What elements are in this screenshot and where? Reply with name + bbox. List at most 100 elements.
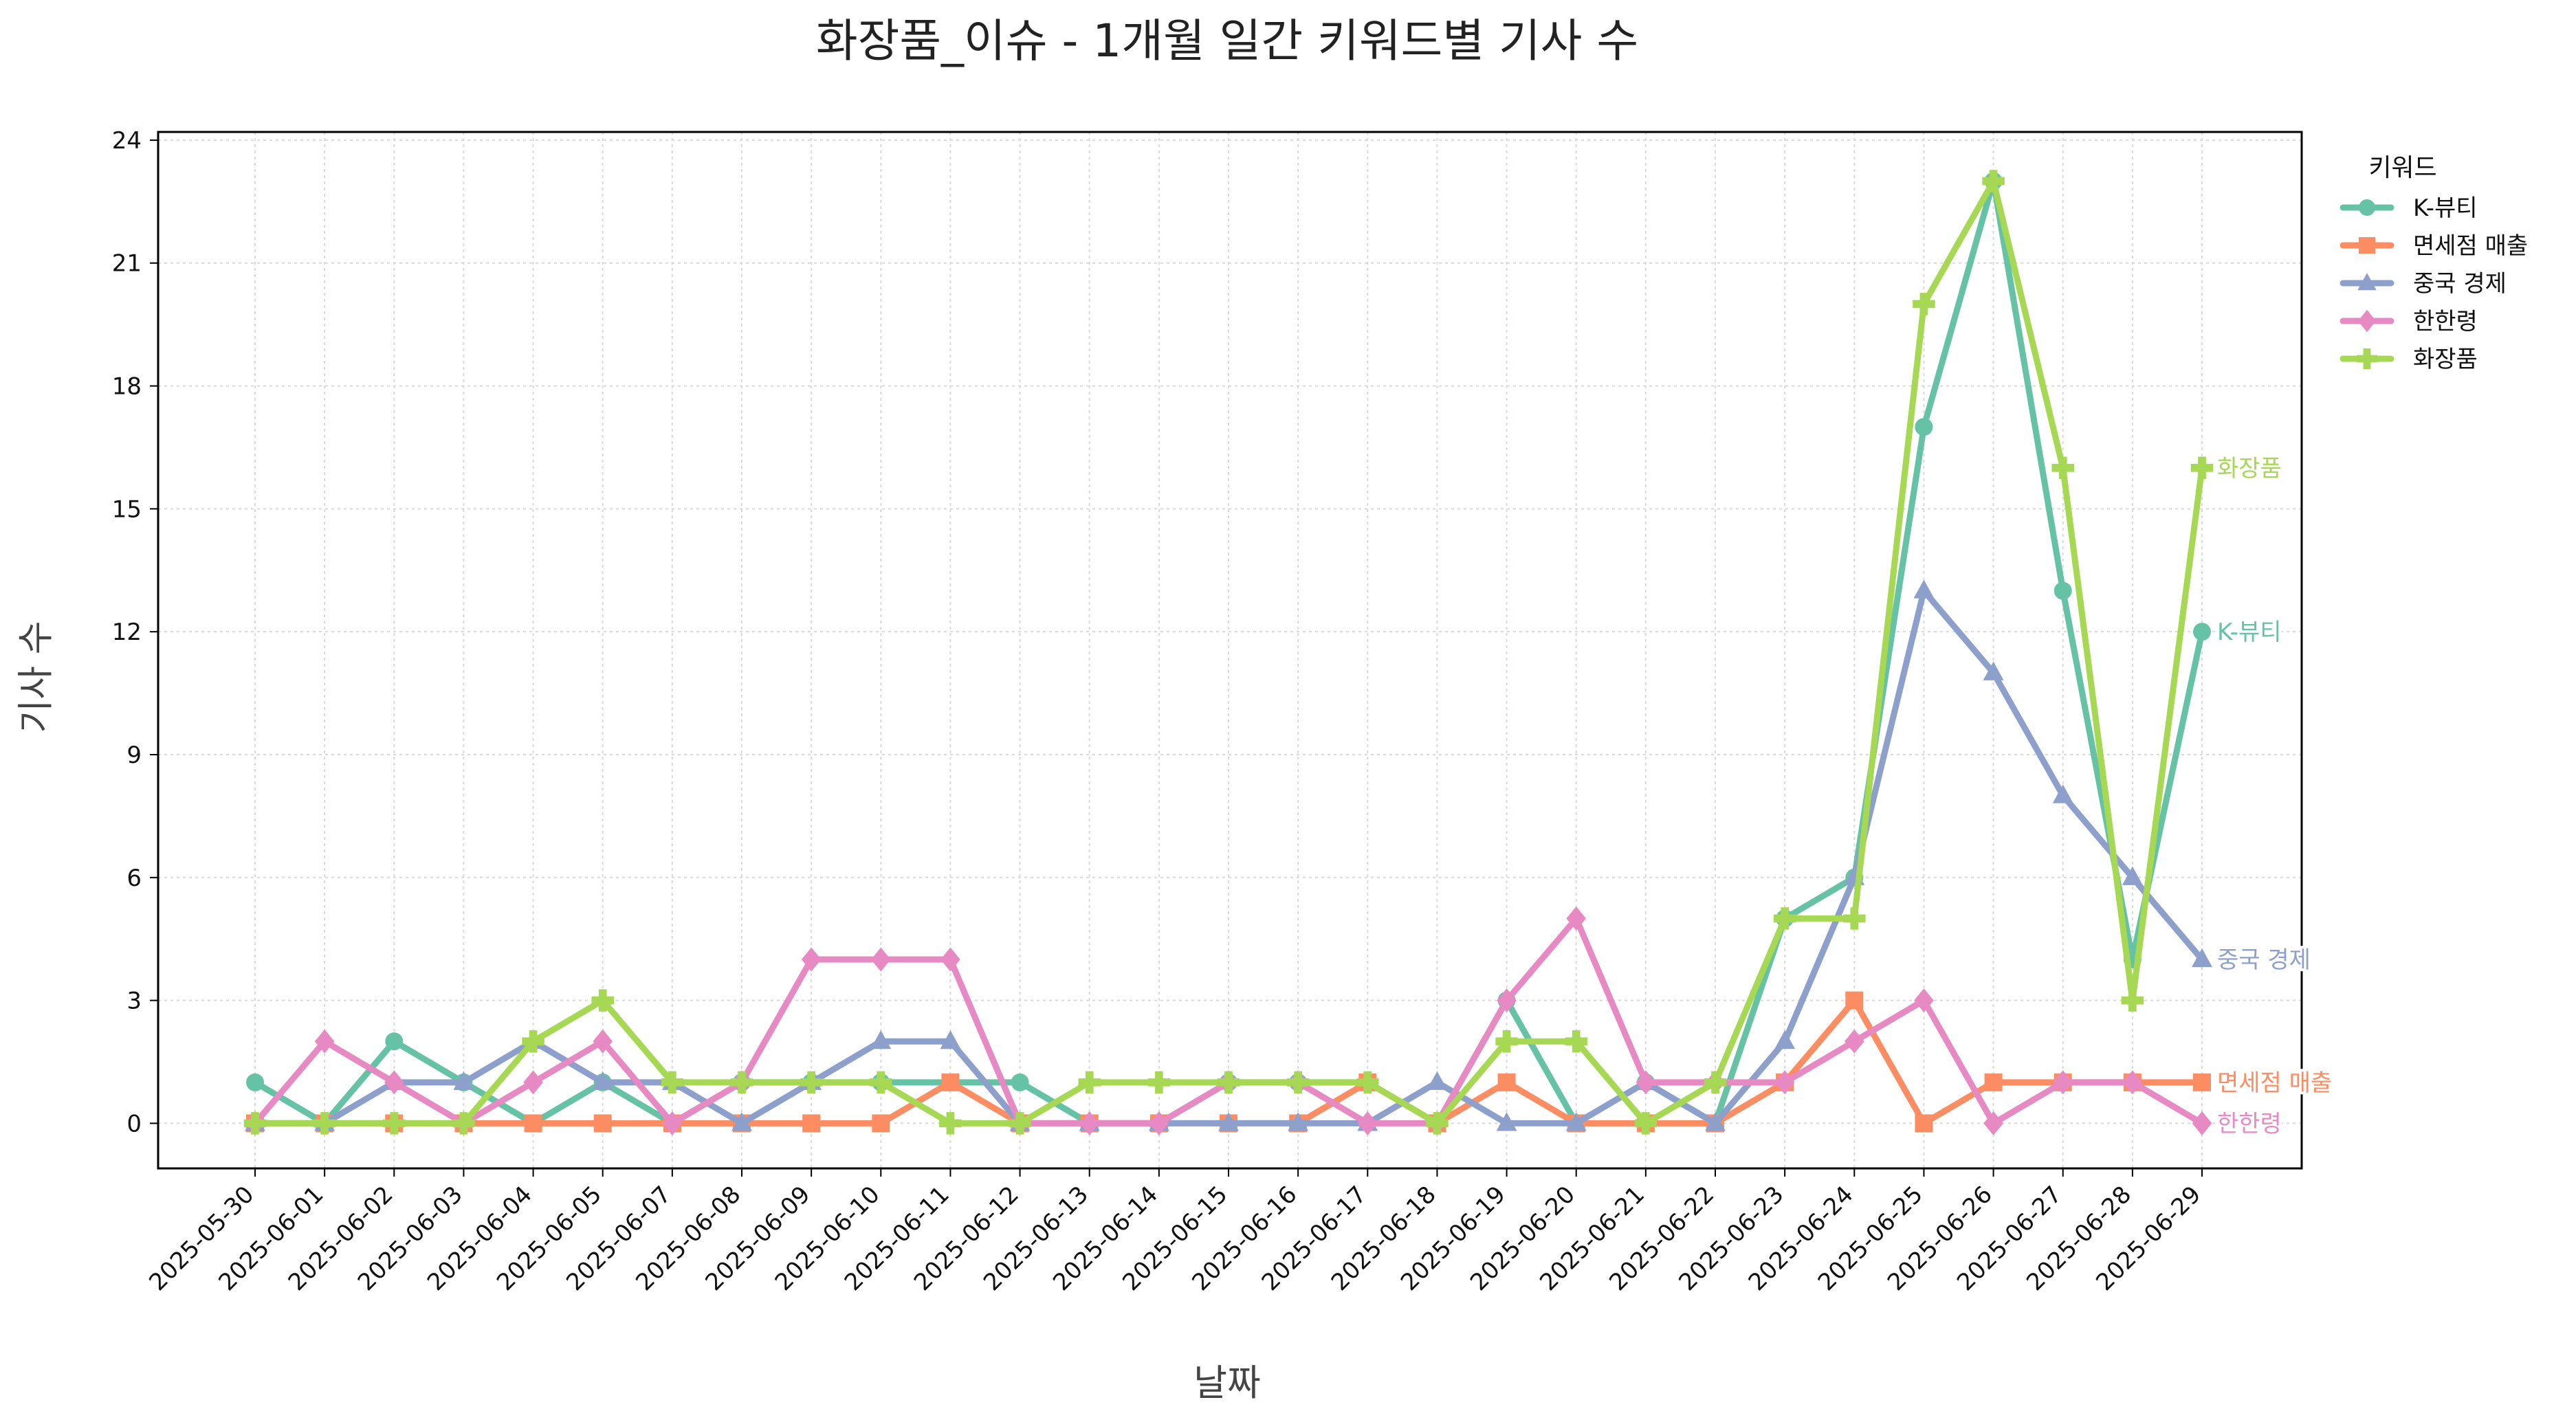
data-point — [523, 1070, 543, 1095]
legend-label: 면세점 매출 — [2413, 232, 2528, 260]
y-tick-label: 3 — [126, 988, 142, 1015]
data-point — [2051, 456, 2074, 480]
legend-item: 화장품 — [2340, 346, 2478, 373]
data-point — [593, 1114, 612, 1133]
data-point — [2121, 989, 2144, 1012]
data-point — [1497, 988, 1517, 1013]
data-point — [524, 1114, 542, 1133]
legend-item: K-뷰티 — [2340, 195, 2478, 222]
data-point — [1773, 907, 1796, 930]
legend-label: 화장품 — [2413, 346, 2478, 373]
data-point — [802, 1114, 821, 1133]
y-tick-label: 0 — [126, 1110, 142, 1137]
data-point — [1009, 1112, 1031, 1135]
data-point — [1915, 1114, 1933, 1133]
series-layer — [243, 170, 2214, 1135]
data-point — [1843, 907, 1866, 930]
data-point — [592, 1071, 613, 1090]
data-point — [731, 1112, 752, 1131]
data-point — [2052, 784, 2073, 803]
data-point — [1079, 1111, 1100, 1135]
data-point — [1288, 1112, 1309, 1131]
data-point — [1982, 170, 2005, 192]
data-point — [1565, 1112, 1587, 1131]
y-tick-label: 9 — [126, 742, 142, 769]
y-tick-label: 18 — [112, 373, 142, 401]
data-point — [246, 1073, 264, 1091]
data-point — [2193, 1073, 2211, 1091]
data-point — [2357, 273, 2377, 291]
data-point — [2359, 237, 2375, 254]
data-point — [870, 1071, 892, 1094]
series-화장품 — [243, 170, 2214, 1135]
data-point — [1844, 1029, 1864, 1054]
data-point — [1078, 1071, 1101, 1094]
y-tick-label: 24 — [112, 127, 142, 155]
data-point — [593, 1029, 613, 1054]
data-point — [2053, 1070, 2073, 1095]
data-point — [1217, 1071, 1240, 1094]
y-tick-label: 15 — [112, 496, 142, 523]
data-point — [452, 1112, 475, 1135]
data-point — [1774, 1030, 1796, 1049]
data-point — [801, 947, 822, 972]
data-point — [522, 1030, 544, 1053]
data-point — [2122, 866, 2143, 885]
data-point — [1913, 579, 1935, 599]
data-point — [1011, 1073, 1029, 1091]
data-point — [2190, 456, 2214, 480]
data-point — [2357, 309, 2377, 333]
data-point — [1636, 1070, 1656, 1095]
legend-label: K-뷰티 — [2413, 195, 2478, 222]
legend-label: 한한령 — [2413, 308, 2478, 335]
y-tick-label: 12 — [112, 619, 142, 646]
data-point — [1565, 1030, 1587, 1053]
data-point — [1913, 293, 1935, 315]
data-point — [1983, 1111, 2003, 1135]
legend-item: 한한령 — [2340, 308, 2478, 335]
data-point — [1704, 1071, 1727, 1094]
data-point — [453, 1071, 474, 1090]
end-label: 중국 경제 — [2217, 946, 2311, 974]
data-point — [870, 1030, 892, 1049]
data-point — [872, 1114, 890, 1133]
data-point — [1634, 1112, 1658, 1135]
y-tick-label: 21 — [112, 250, 142, 278]
data-point — [2192, 948, 2212, 968]
data-point — [661, 1071, 684, 1094]
data-point — [800, 1071, 823, 1094]
data-point — [941, 1073, 960, 1091]
data-point — [940, 1030, 961, 1049]
legend-item: 면세점 매출 — [2340, 232, 2528, 260]
data-point — [2359, 199, 2375, 216]
x-axis-label: 날짜 — [1193, 1362, 1261, 1404]
plot-frame — [157, 131, 2303, 1170]
data-point — [2193, 623, 2211, 641]
data-point — [385, 1032, 404, 1051]
data-point — [2054, 581, 2072, 600]
data-point — [1983, 661, 2004, 680]
data-point — [1218, 1112, 1239, 1131]
data-point — [1427, 1071, 1448, 1090]
data-point — [1356, 1071, 1379, 1094]
end-label: 화장품 — [2217, 455, 2282, 482]
data-point — [1496, 1112, 1517, 1131]
legend-label: 중국 경제 — [2413, 270, 2507, 298]
data-point — [1705, 1112, 1726, 1131]
data-point — [383, 1112, 406, 1135]
y-axis: 0 3 6 9 12 15 18 21 24 — [112, 127, 158, 1137]
end-label: 한한령 — [2217, 1110, 2282, 1137]
data-point — [730, 1071, 753, 1094]
data-point — [1984, 1073, 2003, 1091]
data-point — [1286, 1071, 1310, 1094]
data-point — [2122, 1070, 2143, 1095]
data-point — [1915, 418, 1933, 436]
y-tick-label: 6 — [126, 865, 142, 892]
data-point — [384, 1070, 404, 1095]
data-point — [313, 1112, 336, 1135]
data-point — [2357, 348, 2378, 369]
data-point — [1497, 1073, 1516, 1091]
